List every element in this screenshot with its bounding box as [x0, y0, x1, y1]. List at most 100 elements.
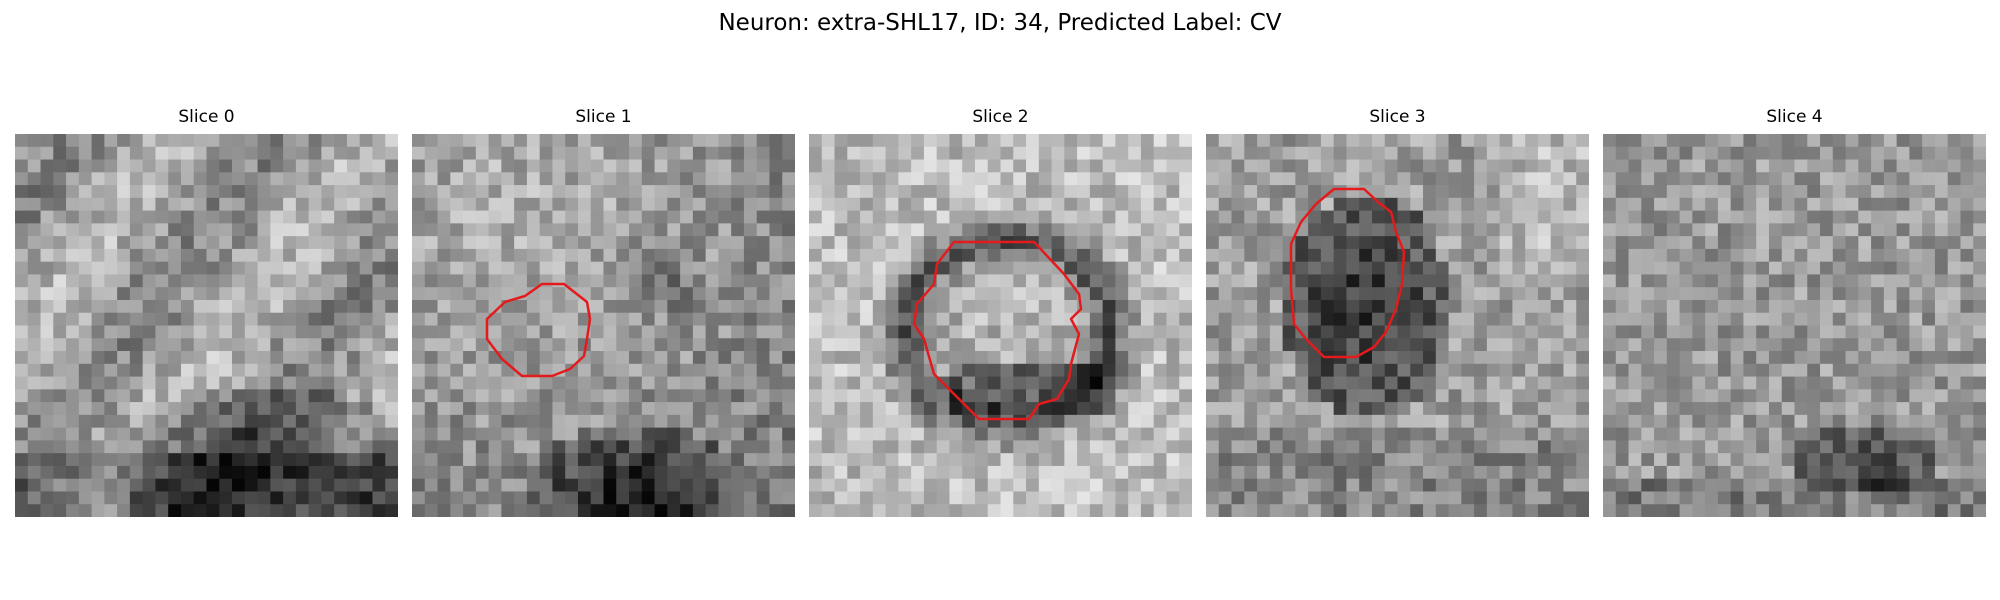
pixel [91, 287, 105, 301]
pixel [539, 299, 553, 314]
pixel [1550, 414, 1564, 429]
pixel [437, 363, 451, 377]
pixel [552, 427, 566, 441]
pixel [1730, 402, 1744, 416]
pixel [629, 414, 643, 429]
pixel [1705, 351, 1719, 365]
pixel [1499, 134, 1513, 148]
pixel [270, 197, 284, 211]
pixel [923, 427, 938, 441]
pixel [1628, 274, 1642, 288]
pixel [641, 351, 655, 365]
pixel [847, 478, 861, 492]
pixel [283, 325, 297, 339]
pixel [898, 453, 912, 467]
pixel [1179, 299, 1192, 314]
pixel [731, 287, 745, 301]
pixel [1896, 159, 1910, 173]
pixel [1512, 478, 1526, 492]
pixel [641, 287, 655, 301]
pixel [1525, 248, 1539, 263]
pixel [1666, 338, 1680, 352]
pixel [206, 236, 220, 250]
pixel [898, 146, 912, 160]
pixel [1026, 210, 1040, 224]
pixel [782, 465, 795, 480]
pixel [308, 325, 322, 339]
pixel [1781, 185, 1795, 199]
pixel [321, 159, 335, 173]
pixel [769, 223, 783, 237]
pixel [1743, 465, 1757, 480]
pixel [1563, 312, 1577, 326]
pixel [872, 159, 886, 173]
pixel [1064, 504, 1078, 517]
pixel [1883, 338, 1898, 352]
pixel [283, 274, 297, 288]
pixel [539, 389, 553, 403]
pixel [1231, 389, 1245, 403]
pixel [1845, 236, 1859, 250]
segmentation-contour [1289, 187, 1406, 359]
pixel [1308, 248, 1322, 263]
pixel [718, 465, 732, 480]
pixel [1257, 491, 1271, 505]
pixel [180, 197, 195, 211]
pixel [244, 274, 258, 288]
pixel [1896, 210, 1910, 224]
pixel [885, 146, 899, 160]
pixel [257, 261, 271, 275]
pixel [629, 236, 643, 250]
pixel [155, 172, 169, 186]
pixel [1077, 236, 1091, 250]
pixel [1474, 351, 1488, 365]
pixel [974, 172, 989, 186]
pixel [78, 185, 92, 199]
pixel [1743, 312, 1757, 326]
pixel [782, 389, 795, 403]
pixel [1000, 299, 1014, 314]
pixel [692, 185, 707, 199]
pixel [1153, 389, 1167, 403]
pixel [78, 465, 92, 480]
pixel [1179, 146, 1192, 160]
pixel [1883, 159, 1898, 173]
pixel [1077, 159, 1091, 173]
pixel [911, 402, 925, 416]
pixel [1499, 223, 1513, 237]
pixel [155, 325, 169, 339]
pixel [1896, 261, 1910, 275]
pixel [936, 312, 950, 326]
pixel [974, 146, 989, 160]
pixel [809, 325, 823, 339]
pixel [1641, 299, 1655, 314]
pixel [1692, 236, 1706, 250]
pixel [1102, 312, 1116, 326]
pixel [1679, 185, 1693, 199]
pixel [295, 491, 310, 505]
pixel [1257, 248, 1271, 263]
pixel [1512, 210, 1526, 224]
pixel [641, 389, 655, 403]
pixel [155, 351, 169, 365]
pixel [692, 210, 707, 224]
pixel [1499, 236, 1513, 250]
pixel [1934, 223, 1949, 237]
pixel [1474, 465, 1488, 480]
pixel [1371, 172, 1386, 186]
pixel [308, 465, 322, 480]
pixel [1563, 504, 1577, 517]
pixel [526, 363, 541, 377]
pixel [1512, 223, 1526, 237]
pixel [142, 287, 156, 301]
pixel [501, 478, 515, 492]
pixel [1269, 491, 1283, 505]
pixel [168, 210, 182, 224]
pixel [949, 491, 963, 505]
pixel [1756, 427, 1770, 441]
pixel [27, 363, 41, 377]
slice-title: Slice 4 [1766, 107, 1823, 127]
pixel [654, 376, 668, 390]
pixel [1820, 197, 1834, 211]
pixel [885, 363, 899, 377]
